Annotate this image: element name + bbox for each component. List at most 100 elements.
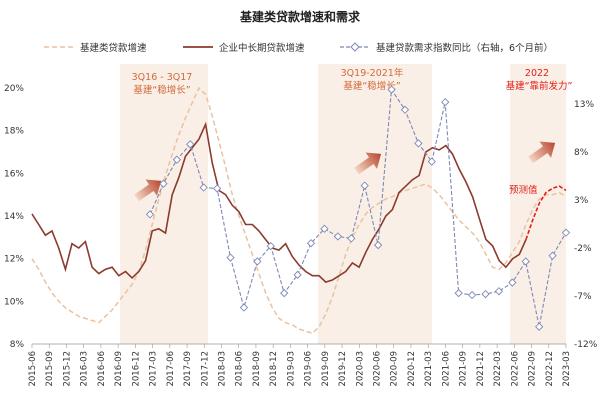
y-right-tick-label: 3% <box>574 196 589 206</box>
series-layer <box>31 85 571 335</box>
demand-index-point <box>427 157 436 166</box>
x-tick-label: 2020-06 <box>373 351 383 387</box>
demand-index-point <box>159 179 168 188</box>
shade-period-3 <box>510 64 566 344</box>
x-tick-label: 2019-12 <box>338 351 348 387</box>
line-corp-loan-forecast <box>525 185 567 240</box>
x-tick-label: 2015-06 <box>28 351 38 387</box>
x-tick-label: 2020-03 <box>355 351 365 387</box>
x-tick-label: 2022-12 <box>545 351 555 387</box>
legend-label-infra-loan: 基建类贷款增速 <box>80 42 147 54</box>
demand-index-point <box>548 251 557 260</box>
demand-index-point <box>239 303 249 312</box>
demand-index-point <box>414 139 423 148</box>
demand-index-point <box>320 224 329 233</box>
line-corp-loan-growth <box>31 121 527 284</box>
y-left-tick-label: 20% <box>4 84 24 94</box>
x-tick-label: 2020-09 <box>390 351 400 387</box>
x-tick-label: 2017-12 <box>200 351 210 387</box>
demand-index-point <box>373 240 383 250</box>
demand-index-point <box>226 253 235 262</box>
chart-title: 基建类贷款增速和需求 <box>239 9 361 24</box>
trend-arrow-1 <box>134 179 162 202</box>
demand-index-point <box>360 181 369 190</box>
x-tick-label: 2017-09 <box>183 351 193 387</box>
shade-1-label-line2: 基建“稳增长” <box>133 84 190 96</box>
x-tick-label: 2018-06 <box>235 351 245 387</box>
demand-index-point <box>293 270 302 280</box>
x-tick-label: 2021-12 <box>476 351 486 387</box>
demand-index-point <box>535 322 544 331</box>
y-left-tick-label: 10% <box>4 297 24 307</box>
demand-index-point <box>212 184 222 193</box>
x-tick-label: 2016-12 <box>131 351 141 387</box>
x-tick-label: 2016-03 <box>80 351 90 387</box>
x-axis: 2015-06 2015-09 2015-12 2016-03 2016-06 2016-… <box>28 344 572 387</box>
shade-3-label-line2: 基建“靠前发力” <box>506 80 573 92</box>
x-tick-label: 2018-12 <box>269 351 279 387</box>
legend-label-corp-loan: 企业中长期贷款增速 <box>219 42 305 54</box>
forecast-label: 预测值 <box>509 184 538 196</box>
demand-index-point <box>400 105 410 114</box>
shade-3-label-line1: 2022 <box>525 68 549 79</box>
x-tick-label: 2015-12 <box>62 351 72 387</box>
demand-index-point <box>172 155 181 164</box>
y-left-tick-label: 8% <box>10 340 25 350</box>
line-infra-loan-growth <box>31 86 567 335</box>
demand-index-point <box>186 140 195 149</box>
y-left-tick-label: 12% <box>4 255 24 265</box>
y-right-tick-label: 8% <box>574 148 589 158</box>
demand-index-point <box>494 287 504 296</box>
x-tick-label: 2019-09 <box>321 351 331 387</box>
y-axis-left: 8% 10% 12% 14% 16% 18% 20% <box>4 84 24 350</box>
demand-index-point <box>481 289 490 299</box>
x-tick-label: 2018-09 <box>252 351 262 387</box>
x-tick-label: 2021-06 <box>441 351 451 387</box>
legend: 基建类贷款增速 企业中长期贷款增速 基建贷款需求指数同比（右轴，6个月前） <box>44 42 553 54</box>
y-left-tick-label: 18% <box>4 127 24 137</box>
x-tick-label: 2017-06 <box>166 351 176 387</box>
y-right-tick-label: -2% <box>574 244 592 254</box>
legend-label-demand-index: 基建贷款需求指数同比（右轴，6个月前） <box>376 42 553 54</box>
shade-1-label-line1: 3Q16 - 3Q17 <box>132 72 193 83</box>
x-tick-label: 2016-09 <box>114 351 124 387</box>
demand-index-point <box>266 241 275 251</box>
shade-period-2 <box>318 64 432 344</box>
y-right-tick-label: -7% <box>574 292 592 302</box>
demand-index-point <box>521 257 530 266</box>
x-tick-label: 2022-03 <box>493 351 503 387</box>
x-tick-label: 2020-12 <box>407 351 417 387</box>
y-axis-right: -12% -7% -2% 3% 8% 13% <box>574 100 598 350</box>
x-tick-label: 2016-06 <box>97 351 107 387</box>
demand-index-point <box>454 288 463 298</box>
demand-index-point <box>508 278 517 287</box>
demand-index-point <box>280 288 289 298</box>
demand-index-point <box>253 257 262 266</box>
x-tick-label: 2021-09 <box>459 351 469 387</box>
x-tick-label: 2019-03 <box>286 351 296 387</box>
demand-index-point <box>306 239 316 248</box>
x-tick-label: 2019-06 <box>304 351 314 387</box>
trend-arrow-2 <box>354 152 382 175</box>
demand-index-point <box>467 290 477 300</box>
x-tick-label: 2022-09 <box>528 351 538 387</box>
demand-index-point <box>145 210 155 219</box>
x-tick-label: 2015-09 <box>45 351 55 387</box>
x-tick-label: 2021-03 <box>424 351 434 387</box>
trend-arrow-3 <box>528 141 556 164</box>
x-tick-label: 2017-03 <box>149 351 159 387</box>
legend-diamond-marker <box>350 42 360 52</box>
demand-index-point <box>441 97 450 107</box>
demand-index-point <box>333 232 343 241</box>
shade-2-label-line2: 基建“稳增长” <box>343 80 400 92</box>
demand-index-point <box>387 85 396 94</box>
demand-index-point <box>347 234 356 243</box>
y-left-tick-label: 14% <box>4 212 24 222</box>
demand-index-point <box>561 228 571 237</box>
x-tick-label: 2022-06 <box>510 351 520 387</box>
y-right-tick-label: -12% <box>574 340 598 350</box>
y-right-tick-label: 13% <box>574 100 594 110</box>
shade-2-label-line1: 3Q19-2021年 <box>341 67 404 79</box>
x-tick-label: 2023-03 <box>562 351 572 387</box>
